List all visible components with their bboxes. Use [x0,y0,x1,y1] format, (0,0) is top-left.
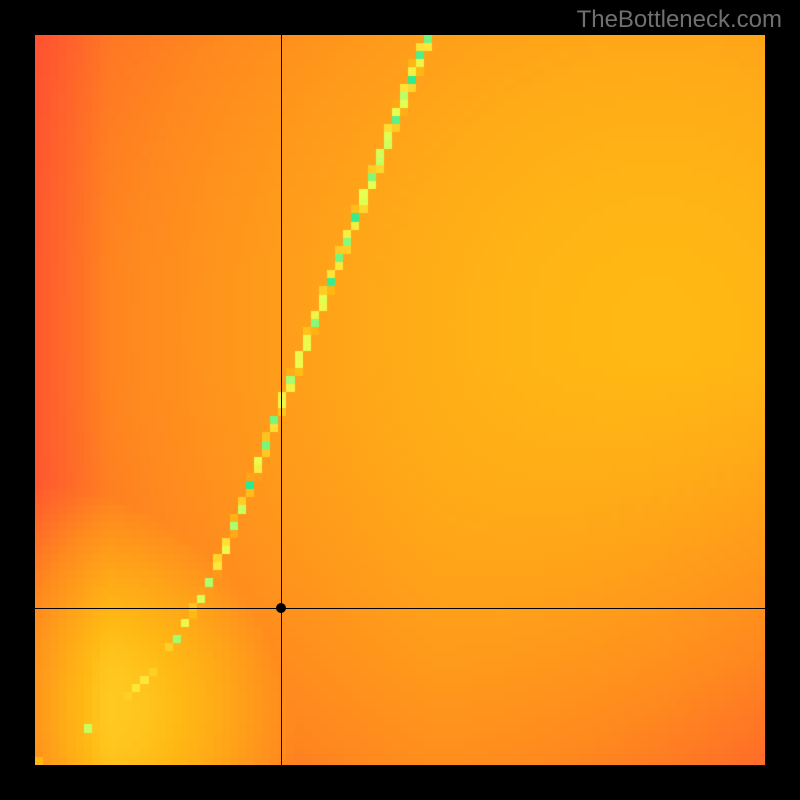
crosshair-vertical [281,35,282,765]
watermark-text: TheBottleneck.com [577,6,782,34]
crosshair-horizontal [35,608,765,609]
crosshair-marker [276,603,286,613]
bottleneck-heatmap [35,35,765,765]
